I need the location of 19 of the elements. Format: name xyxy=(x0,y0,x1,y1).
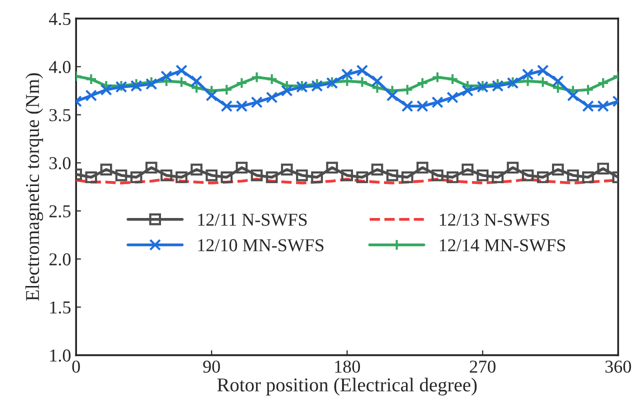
legend-label: 12/14 MN-SWFS xyxy=(440,239,566,252)
x-tick-label: 360 xyxy=(605,360,632,373)
x-tick-label: 180 xyxy=(335,360,360,373)
y-tick-label: 3.0 xyxy=(50,157,71,170)
x-axis-title: Rotor position (Electrical degree) xyxy=(217,378,477,396)
x-tick-label: 90 xyxy=(203,360,220,373)
y-tick-label: 2.0 xyxy=(49,253,71,266)
y-tick-label: 3.5 xyxy=(50,109,71,122)
y-tick-label: 1.0 xyxy=(50,349,71,362)
x-tick-label: 0 xyxy=(72,360,80,373)
y-axis-title: Electromagnetic torque (Nm) xyxy=(25,73,44,301)
legend-label: 12/10 MN-SWFS xyxy=(198,239,324,252)
legend-label: 12/11 N-SWFS xyxy=(198,214,307,226)
y-tick-label: 1.5 xyxy=(50,301,71,314)
y-tick-label: 4.5 xyxy=(49,12,71,26)
y-tick-label: 2.5 xyxy=(49,205,71,218)
x-tick-label: 270 xyxy=(470,360,496,373)
y-tick-label: 4.0 xyxy=(49,60,71,74)
legend-label: 12/13 N-SWFS xyxy=(440,214,550,226)
